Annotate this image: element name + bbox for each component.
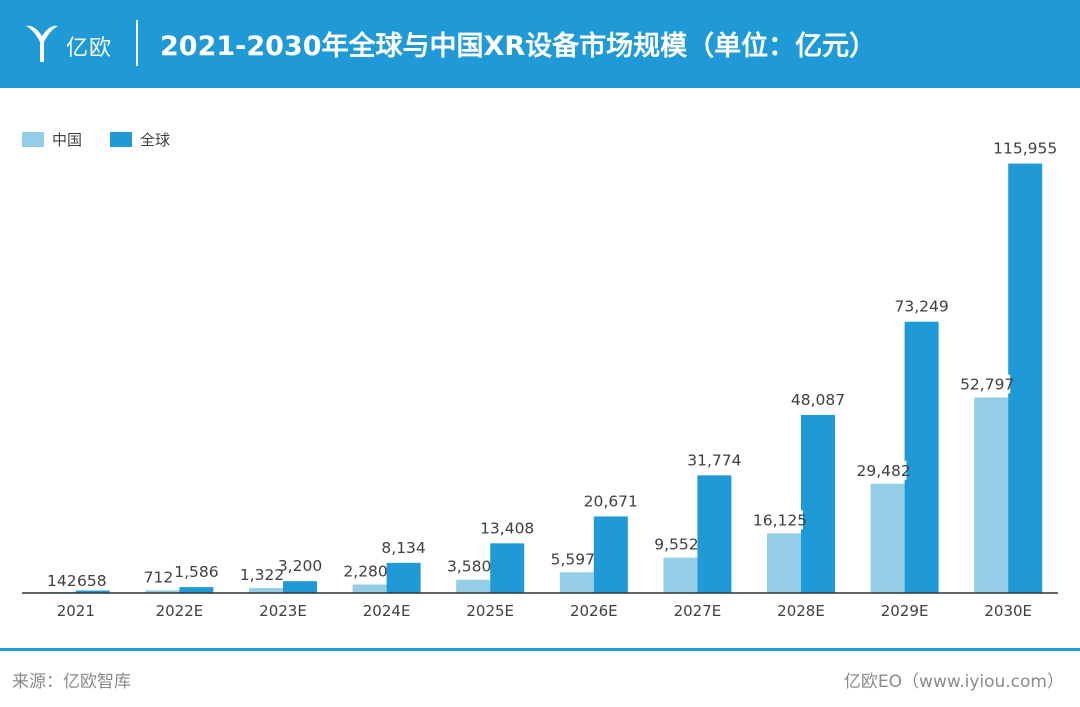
- site-credit: 亿欧EO（www.iyiou.com）: [843, 672, 1064, 692]
- data-label-china-2021: 142: [47, 572, 77, 590]
- x-tick-label-2027E: 2027E: [674, 602, 722, 620]
- data-label-china-2029E: 29,482: [856, 462, 910, 480]
- data-label-global-2023E: 3,200: [278, 557, 322, 575]
- bar-global-2021: [75, 590, 110, 593]
- data-label-china-2024E: 2,280: [343, 563, 387, 581]
- bar-china-2024E: [352, 584, 387, 593]
- bar-global-2025E: [490, 543, 525, 593]
- legend-label-0: 中国: [52, 131, 82, 149]
- x-tick-label-2024E: 2024E: [363, 602, 411, 620]
- x-tick-label-2021: 2021: [57, 602, 95, 620]
- bar-china-2025E: [456, 579, 491, 593]
- data-label-china-2028E: 16,125: [753, 511, 807, 529]
- bar-global-2024E: [386, 562, 421, 593]
- data-label-china-2025E: 3,580: [447, 558, 491, 576]
- header-banner: 亿欧 2021-2030年全球与中国XR设备市场规模（单位：亿元）: [0, 0, 1080, 88]
- x-tick-label-2026E: 2026E: [570, 602, 618, 620]
- data-label-global-2022E: 1,586: [174, 563, 218, 581]
- footer-divider: [0, 648, 1080, 651]
- bar-china-2022E: [145, 590, 180, 593]
- page-title: 2021-2030年全球与中国XR设备市场规模（单位：亿元）: [160, 31, 877, 62]
- bar-china-2028E: [767, 533, 801, 593]
- data-label-global-2027E: 31,774: [687, 451, 741, 469]
- x-tick-label-2023E: 2023E: [259, 602, 307, 620]
- bar-global-2027E: [697, 475, 732, 593]
- x-tick-label-2022E: 2022E: [156, 602, 204, 620]
- data-label-global-2029E: 73,249: [894, 298, 948, 316]
- logo-y-icon: [26, 25, 58, 62]
- x-tick-label-2025E: 2025E: [466, 602, 514, 620]
- bar-china-2029E: [870, 483, 905, 593]
- data-label-global-2028E: 48,087: [791, 391, 845, 409]
- x-tick-label-2030E: 2030E: [984, 602, 1032, 620]
- data-label-bg-china-2030E: [950, 374, 1011, 394]
- bar-global-2023E: [283, 581, 317, 593]
- bar-global-2028E: [801, 414, 835, 593]
- legend-swatch-0: [22, 132, 44, 147]
- bar-china-2023E: [249, 588, 283, 593]
- data-label-global-2025E: 13,408: [480, 519, 534, 537]
- bar-global-2030E: [1008, 163, 1043, 593]
- data-label-global-2021: 658: [77, 572, 107, 590]
- x-tick-label-2029E: 2029E: [881, 602, 929, 620]
- data-label-china-2023E: 1,322: [240, 566, 284, 584]
- source-note: 来源：亿欧智库: [12, 672, 131, 692]
- header-divider: [136, 20, 138, 66]
- legend-label-1: 全球: [140, 131, 170, 149]
- data-label-bg-china-2028E: [743, 510, 803, 530]
- data-label-global-2024E: 8,134: [381, 539, 425, 557]
- x-tick-label-2028E: 2028E: [777, 602, 825, 620]
- bar-global-2022E: [179, 587, 214, 593]
- bar-global-2026E: [593, 516, 628, 593]
- legend-swatch-1: [110, 132, 132, 147]
- bar-global-2029E: [904, 321, 939, 593]
- logo-text: 亿欧: [66, 36, 113, 61]
- data-label-global-2026E: 20,671: [584, 492, 638, 510]
- data-label-china-2027E: 9,552: [654, 536, 698, 554]
- data-label-china-2022E: 712: [144, 568, 174, 586]
- data-label-global-2030E: 115,955: [993, 140, 1057, 158]
- bar-china-2026E: [559, 572, 594, 593]
- data-label-china-2030E: 52,797: [960, 375, 1014, 393]
- data-label-china-2026E: 5,597: [551, 550, 595, 568]
- brand-logo: 亿欧: [22, 18, 132, 68]
- bar-china-2030E: [974, 397, 1009, 593]
- bar-china-2027E: [663, 557, 698, 593]
- data-label-bg-china-2029E: [846, 460, 907, 480]
